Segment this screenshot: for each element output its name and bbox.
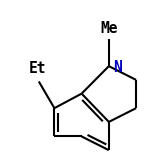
Text: N: N — [113, 60, 122, 75]
Text: Me: Me — [100, 21, 118, 36]
Text: Et: Et — [29, 61, 46, 76]
